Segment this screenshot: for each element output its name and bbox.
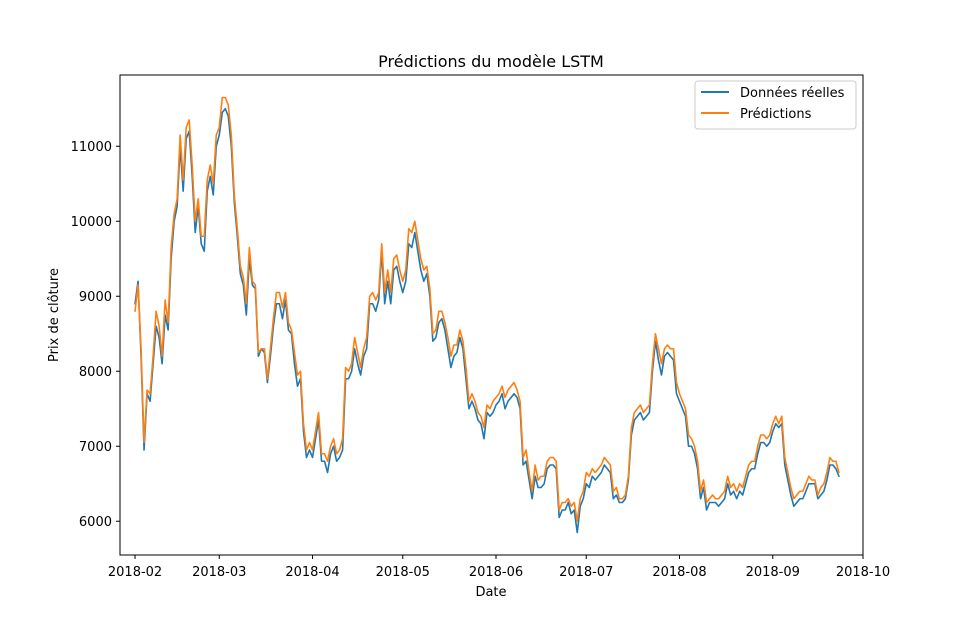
chart-title: Prédictions du modèle LSTM xyxy=(378,52,604,71)
y-tick-label: 6000 xyxy=(79,515,112,530)
x-tick-label: 2018-04 xyxy=(285,565,339,580)
series-line-pred xyxy=(134,96,840,523)
x-tick-label: 2018-02 xyxy=(108,565,162,580)
plot-area-frame xyxy=(119,74,864,556)
x-tick-label: 2018-03 xyxy=(192,565,246,580)
x-axis-ticks: 2018-02 2018-03 2018-04 2018-05 2018-06 2018-… xyxy=(108,555,890,580)
y-tick-label: 11000 xyxy=(71,140,112,155)
x-tick-label: 2018-06 xyxy=(469,565,523,580)
x-tick-label: 2018-07 xyxy=(559,565,613,580)
y-tick-label: 10000 xyxy=(71,215,112,230)
y-tick-label: 8000 xyxy=(79,365,112,380)
y-tick-label: 9000 xyxy=(79,290,112,305)
y-tick-label: 7000 xyxy=(79,440,112,455)
y-axis-ticks: 6000 7000 8000 9000 10000 11000 xyxy=(71,140,120,530)
x-tick-label: 2018-08 xyxy=(652,565,706,580)
series-line-real xyxy=(134,107,840,534)
x-tick-label: 2018-05 xyxy=(376,565,430,580)
x-tick-label: 2018-10 xyxy=(836,565,890,580)
legend-box xyxy=(694,80,857,130)
legend-label-pred: Prédictions xyxy=(740,107,812,122)
legend: Données réelles Prédictions xyxy=(694,80,857,130)
x-axis-label: Date xyxy=(475,585,506,600)
legend-label-real: Données réelles xyxy=(740,86,845,101)
y-axis-label: Prix de clôture xyxy=(47,268,62,362)
x-tick-label: 2018-09 xyxy=(746,565,800,580)
series-layer xyxy=(134,96,840,534)
